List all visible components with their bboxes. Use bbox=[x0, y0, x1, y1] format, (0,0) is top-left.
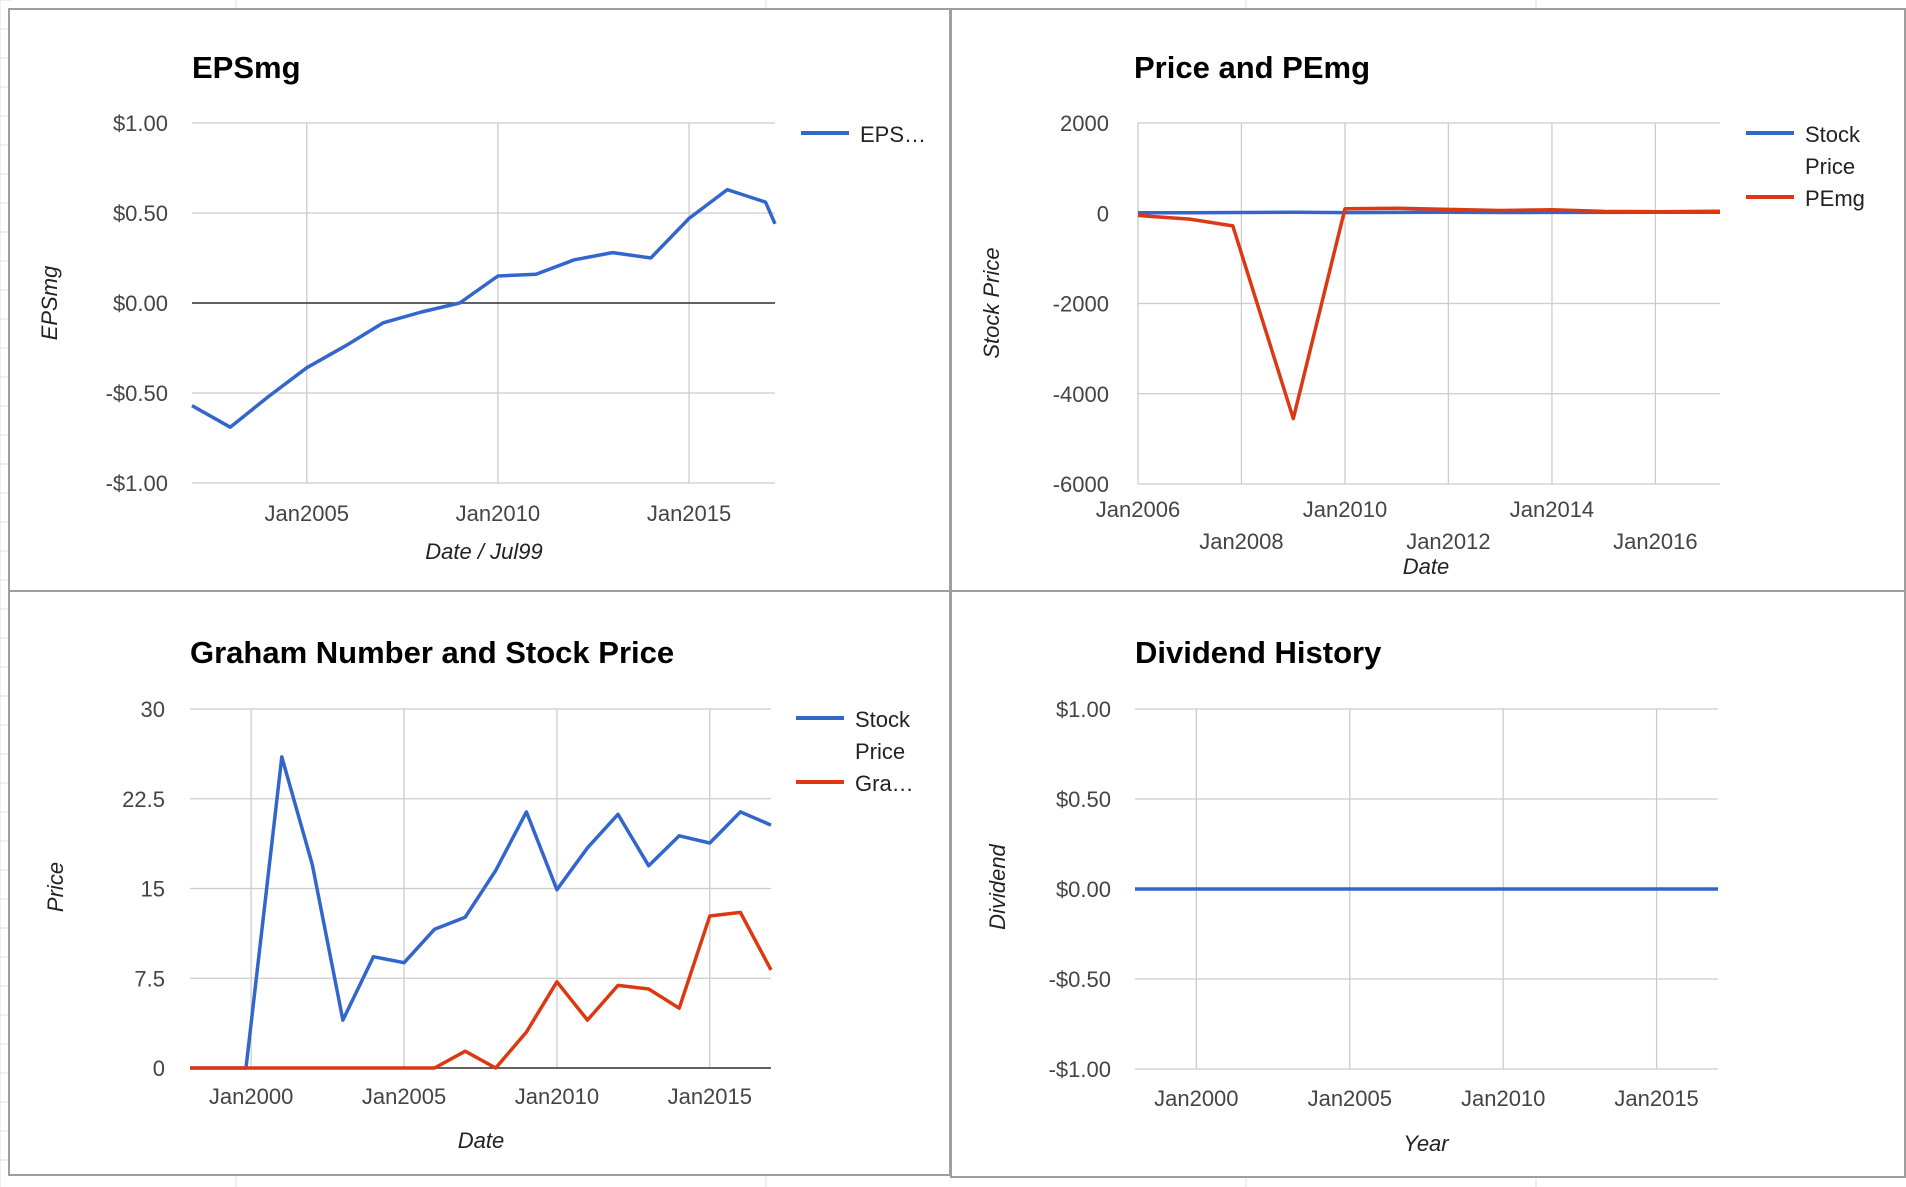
chart-panel-graham[interactable]: Graham Number and Stock Price 30 22.5 15 7.… bbox=[8, 590, 951, 1176]
y-tick-label: 15 bbox=[141, 877, 165, 902]
y-tick-label: 22.5 bbox=[122, 787, 165, 812]
series-line[interactable] bbox=[190, 755, 772, 1070]
y-tick-label: -$0.50 bbox=[1049, 967, 1111, 992]
legend-label[interactable]: EPS… bbox=[860, 122, 926, 147]
x-tick-label: Jan2015 bbox=[647, 501, 731, 526]
chart-epsmg: EPSmg $1.00 $0.50 $0.00 -$0.50 -$1.00 Jan2005… bbox=[37, 50, 926, 564]
y-tick-label: 2000 bbox=[1060, 111, 1109, 136]
chart-panel-epsmg[interactable]: EPSmg $1.00 $0.50 $0.00 -$0.50 -$1.00 Jan2005… bbox=[8, 8, 951, 592]
series-line[interactable] bbox=[1137, 206, 1721, 421]
x-axis-title: Date bbox=[458, 1128, 504, 1153]
chart-title: Price and PEmg bbox=[1134, 50, 1370, 85]
legend-label[interactable]: Price bbox=[855, 739, 905, 764]
chart-dividend: Dividend History $1.00 $0.50 $0.00 -$0.50 -$… bbox=[985, 635, 1718, 1156]
y-tick-label: 30 bbox=[141, 697, 165, 722]
legend-label[interactable]: Stock bbox=[855, 707, 911, 732]
y-tick-label: $0.00 bbox=[113, 291, 168, 316]
y-tick-label: $0.50 bbox=[113, 201, 168, 226]
plot-area: 30 22.5 15 7.5 0 Jan2000 Jan2005 Jan2010 Jan2015… bbox=[43, 697, 914, 1153]
y-tick-label: 7.5 bbox=[134, 966, 165, 991]
chart-graham: Graham Number and Stock Price 30 22.5 15 7.… bbox=[43, 635, 914, 1153]
y-axis-title: Price bbox=[43, 862, 68, 912]
x-tick-label: Jan2008 bbox=[1199, 529, 1283, 554]
plot-area: $1.00 $0.50 $0.00 -$0.50 -$1.00 Jan2000 Jan200… bbox=[985, 697, 1718, 1156]
x-tick-label: Jan2010 bbox=[515, 1084, 599, 1109]
series-line[interactable] bbox=[191, 187, 777, 429]
x-axis-title: Date bbox=[1403, 554, 1449, 579]
y-tick-label: -$0.50 bbox=[106, 381, 168, 406]
y-tick-label: -4000 bbox=[1053, 382, 1109, 407]
chart-price-pemg: Price and PEmg 20000-2000-4000-6000Jan20… bbox=[979, 50, 1865, 579]
x-tick-label: Jan2014 bbox=[1510, 497, 1594, 522]
legend-label[interactable]: PEmg bbox=[1805, 186, 1865, 211]
legend-label[interactable]: Stock bbox=[1805, 122, 1861, 147]
y-axis-title: EPSmg bbox=[37, 265, 62, 340]
y-axis-title: Dividend bbox=[985, 843, 1010, 929]
y-tick-label: 0 bbox=[1097, 201, 1109, 226]
x-tick-label: Jan2010 bbox=[1461, 1086, 1545, 1111]
x-tick-label: Jan2006 bbox=[1096, 497, 1180, 522]
y-tick-label: -2000 bbox=[1053, 292, 1109, 317]
y-axis-title: Stock Price bbox=[979, 247, 1004, 358]
y-tick-label: -$1.00 bbox=[106, 471, 168, 496]
legend-label[interactable]: Gra… bbox=[855, 771, 914, 796]
y-tick-label: $1.00 bbox=[1056, 697, 1111, 722]
series-line[interactable] bbox=[190, 910, 773, 1070]
x-axis-title: Year bbox=[1403, 1131, 1450, 1156]
chart-panel-price-pemg[interactable]: Price and PEmg 2000 0 -2000 -4000 -6000 Jan20… bbox=[950, 8, 1906, 592]
y-tick-label: $0.00 bbox=[1056, 877, 1111, 902]
chart-title: EPSmg bbox=[192, 50, 301, 85]
x-tick-label: Jan2005 bbox=[265, 501, 349, 526]
x-tick-label: Jan2000 bbox=[1154, 1086, 1238, 1111]
y-tick-label: 0 bbox=[153, 1056, 165, 1081]
x-tick-label: Jan2000 bbox=[209, 1084, 293, 1109]
y-tick-label: -6000 bbox=[1053, 472, 1109, 497]
chart-title: Dividend History bbox=[1135, 635, 1382, 670]
x-axis-title: Date / Jul99 bbox=[425, 539, 542, 564]
x-tick-label: Jan2005 bbox=[362, 1084, 446, 1109]
y-tick-label: $0.50 bbox=[1056, 787, 1111, 812]
plot-area: $1.00 $0.50 $0.00 -$0.50 -$1.00 Jan2005 Jan201… bbox=[37, 111, 926, 564]
chart-title: Graham Number and Stock Price bbox=[190, 635, 674, 670]
x-tick-label: Jan2015 bbox=[668, 1084, 752, 1109]
x-tick-label: Jan2012 bbox=[1406, 529, 1490, 554]
y-tick-label: $1.00 bbox=[113, 111, 168, 136]
x-tick-label: Jan2016 bbox=[1613, 529, 1697, 554]
x-tick-label: Jan2010 bbox=[456, 501, 540, 526]
legend-label[interactable]: Price bbox=[1805, 154, 1855, 179]
x-tick-label: Jan2010 bbox=[1303, 497, 1387, 522]
x-tick-label: Jan2015 bbox=[1614, 1086, 1698, 1111]
chart-panel-dividend[interactable]: Dividend History $1.00 $0.50 $0.00 -$0.50 -$… bbox=[950, 590, 1906, 1178]
x-tick-label: Jan2005 bbox=[1308, 1086, 1392, 1111]
y-tick-label: -$1.00 bbox=[1049, 1057, 1111, 1082]
